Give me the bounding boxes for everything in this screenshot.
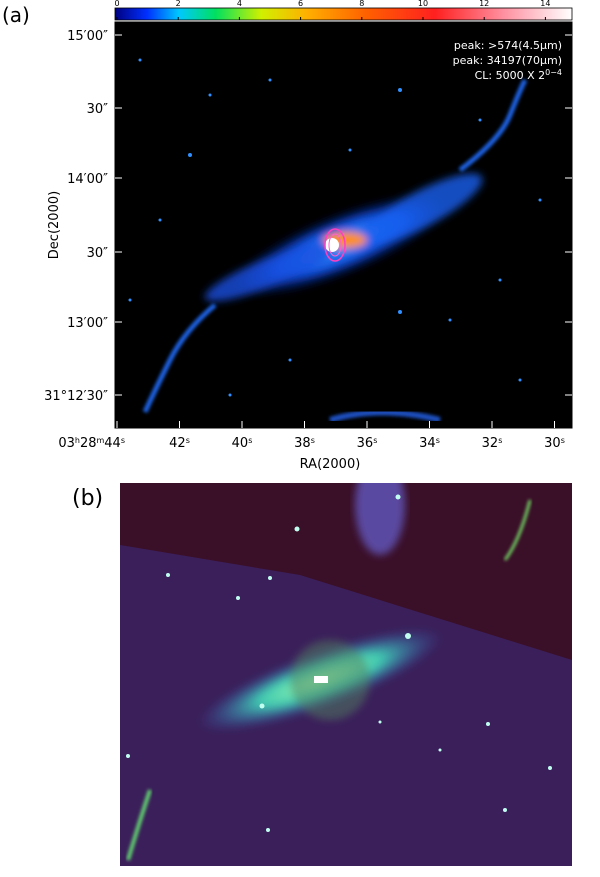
y-axis-title: Dec(2000): [47, 191, 62, 259]
x-axis-title: RA(2000): [300, 457, 361, 472]
colorbar-tick-label: 8: [359, 0, 364, 8]
text-part: CL: 5000 X 2: [475, 69, 546, 82]
y-tick-label: 30″: [87, 246, 109, 261]
superscript: s: [186, 436, 190, 445]
annotation: peak: 34197(70μm): [453, 54, 562, 67]
superscript: s: [498, 436, 502, 445]
text-part: 03: [58, 436, 75, 451]
y-tick-label: 14′00″: [67, 172, 108, 187]
y-tick-label: 13′00″: [67, 316, 108, 331]
text-part: 28: [80, 436, 97, 451]
x-tick-label: 40s: [232, 436, 253, 452]
x-tick-label: 32s: [482, 436, 503, 452]
colorbar: [114, 7, 573, 21]
text-part: 34: [419, 436, 436, 451]
superscript: m: [96, 436, 104, 445]
colorbar-tick-label: 0: [114, 0, 119, 8]
text-part: 44: [104, 436, 121, 451]
image-b: [120, 483, 572, 866]
colorbar-tick-label: 14: [540, 0, 550, 8]
superscript: s: [561, 436, 565, 445]
superscript: s: [373, 436, 377, 445]
x-tick-label: 30s: [544, 436, 565, 452]
x-tick-label: 03h28m44s: [58, 436, 125, 452]
frame: [114, 21, 573, 429]
panel-label: (b): [72, 486, 103, 511]
text-part: 36: [357, 436, 374, 451]
text-part: 30: [544, 436, 561, 451]
superscript: h: [75, 436, 80, 445]
panel-label: (a): [2, 3, 30, 27]
x-tick-label: 38s: [294, 436, 315, 452]
y-tick-label: 31°12′30″: [44, 389, 108, 404]
x-tick-label: 34s: [419, 436, 440, 452]
text-part: 38: [294, 436, 311, 451]
colorbar-tick-label: 12: [479, 0, 489, 8]
superscript: s: [436, 436, 440, 445]
y-tick-label: 30″: [87, 102, 109, 117]
colorbar-tick-label: 4: [237, 0, 242, 8]
x-tick-label: 42s: [169, 436, 190, 452]
superscript: s: [121, 436, 125, 445]
superscript: s: [248, 436, 252, 445]
colorbar-tick-label: 2: [176, 0, 181, 8]
y-tick-label: 15′00″: [67, 29, 108, 44]
annotation: CL: 5000 X 20−4: [475, 68, 562, 83]
superscript: s: [311, 436, 315, 445]
superscript: 0−4: [545, 68, 562, 77]
text-part: 32: [482, 436, 499, 451]
x-tick-label: 36s: [357, 436, 378, 452]
text-part: 40: [232, 436, 249, 451]
colorbar-tick-label: 10: [418, 0, 428, 8]
image-a: [115, 22, 572, 428]
text-part: 42: [169, 436, 186, 451]
annotation: peak: >574(4.5μm): [454, 39, 562, 52]
colorbar-tick-label: 6: [298, 0, 303, 8]
